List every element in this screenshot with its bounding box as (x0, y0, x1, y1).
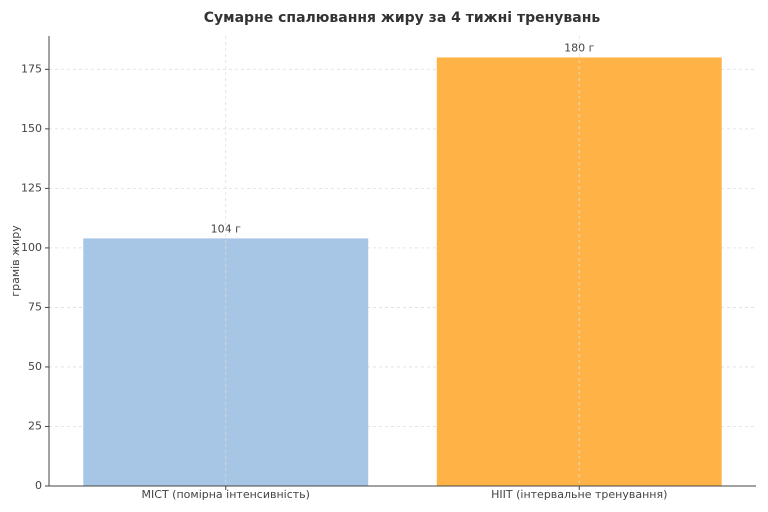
y-tick-label: 150 (21, 122, 42, 135)
y-tick-label: 0 (35, 479, 42, 492)
x-tick-label: HIIT (інтервальне тренування) (491, 488, 667, 501)
y-tick-label: 25 (28, 419, 42, 432)
y-tick-label: 75 (28, 300, 42, 313)
chart-title: Сумарне спалювання жиру за 4 тижні трену… (204, 10, 601, 26)
y-tick-label: 175 (21, 62, 42, 75)
y-tick-label: 100 (21, 241, 42, 254)
x-tick-label: MICT (помірна інтенсивність) (142, 488, 310, 501)
y-tick-label: 125 (21, 181, 42, 194)
value-label: 180 г (564, 41, 594, 54)
y-axis-label: грамів жиру (9, 225, 22, 297)
y-tick-label: 50 (28, 360, 42, 373)
